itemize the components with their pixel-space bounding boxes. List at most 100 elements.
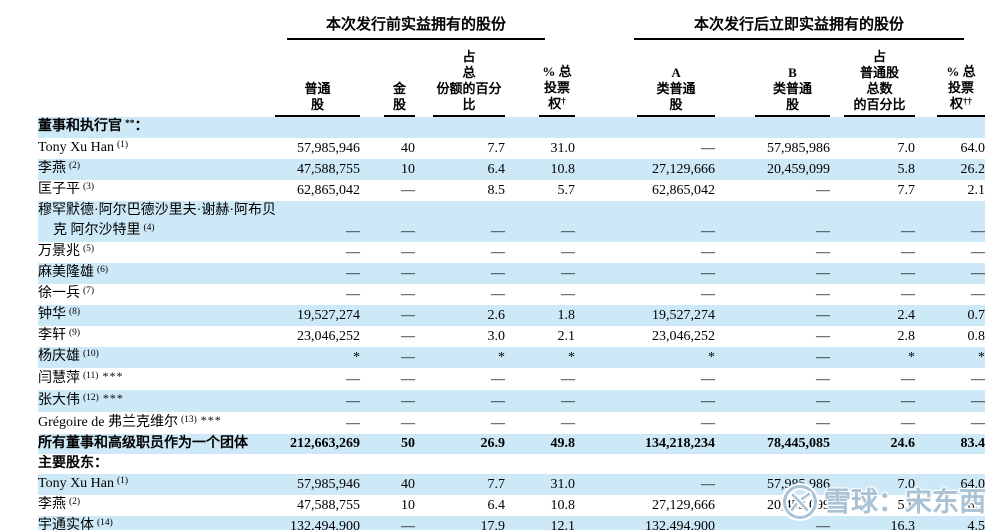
- cell-value: 7.0: [897, 141, 916, 156]
- cell-value: —: [816, 350, 831, 365]
- cell-value: —: [346, 372, 360, 387]
- cell-value: —: [701, 224, 716, 239]
- cell-value: 2.6: [487, 308, 506, 323]
- table-header: 本次发行前实益拥有的股份 本次发行后立即实益拥有的股份 普通股金股占总份额的百分…: [38, 0, 986, 117]
- cell-value: 12.1: [550, 519, 576, 530]
- group-header-after: 本次发行后立即实益拥有的股份: [575, 0, 985, 40]
- cell-value: 132,494,900: [645, 519, 716, 530]
- column-header-5: A 类普通股: [575, 40, 716, 117]
- cell-value: —: [346, 266, 360, 281]
- column-header-row: 普通股金股占总份额的百分比% 总投票 权† A 类普通股 B 类普通股占普通股 总数 的百分比…: [38, 40, 986, 117]
- row-name: 李燕 (2): [38, 497, 81, 512]
- cell-value: —: [901, 266, 916, 281]
- cell-value: 26.2: [960, 498, 986, 513]
- table-row: Tony Xu Han (1) 57,985,946 40 7.7 31.0 — 57,985…: [38, 138, 985, 159]
- cell-value: —: [401, 266, 415, 281]
- cell-value: 78,445,085: [767, 436, 831, 451]
- cell-value: 27,129,666: [652, 162, 716, 177]
- table-row: 麻美隆雄 (6) — — — — — — — —: [38, 263, 986, 284]
- cell-value: 64.0: [960, 477, 986, 492]
- cell-value: 47,588,755: [297, 162, 360, 177]
- cell-value: —: [971, 372, 986, 387]
- cell-value: —: [401, 329, 415, 344]
- cell-value: —: [971, 416, 986, 431]
- row-name: 张大伟 (12) ***: [38, 391, 124, 408]
- cell-value: —: [901, 245, 916, 260]
- cell-value: —: [561, 287, 576, 302]
- cell-value: —: [971, 224, 986, 239]
- cell-value: 49.8: [550, 436, 576, 451]
- row-name: 主要股东：: [38, 456, 108, 471]
- cell-value: —: [346, 416, 360, 431]
- cell-value: 27,129,666: [652, 498, 716, 513]
- cell-value: 2.1: [967, 183, 986, 198]
- table-row: 杨庆雄 (10) * — * * * — * *: [38, 347, 986, 368]
- cell-value: 134,218,234: [645, 436, 716, 451]
- cell-value: 5.8: [897, 498, 916, 513]
- cell-value: —: [401, 416, 415, 431]
- cell-value: 16.3: [890, 519, 916, 530]
- cell-value: —: [561, 245, 576, 260]
- cell-value: —: [701, 266, 716, 281]
- cell-value: —: [561, 394, 576, 409]
- cell-value: 57,985,946: [297, 141, 360, 156]
- table-row: 匡子平 (3) 62,865,042 — 8.5 5.7 62,865,042 — 7.7 2.1: [38, 180, 985, 201]
- row-name: 所有董事和高级职员作为一个团体: [38, 436, 248, 451]
- table-row: 所有董事和高级职员作为一个团体 212,663,269 50 26.9 49.8 134,…: [38, 434, 986, 454]
- cell-value: —: [346, 245, 360, 260]
- cell-value: 62,865,042: [297, 183, 360, 198]
- cell-value: —: [561, 224, 576, 239]
- name-column-spacer: [38, 0, 245, 40]
- cell-value: 83.4: [960, 436, 986, 451]
- cell-value: 1.8: [557, 308, 576, 323]
- cell-value: 0.8: [967, 329, 986, 344]
- cell-value: —: [816, 372, 831, 387]
- cell-value: —: [701, 416, 716, 431]
- table-row: 万景兆 (5) — — — — — — — —: [38, 242, 985, 263]
- table-row: 钟华 (8) 19,527,274 — 2.6 1.8 19,527,274 — 2.4 0.7: [38, 305, 986, 326]
- cell-value: 50: [401, 436, 415, 451]
- cell-value: 31.0: [550, 141, 576, 156]
- watermark-separator: ：: [878, 487, 905, 517]
- cell-value: 10.8: [550, 162, 576, 177]
- cell-value: —: [701, 372, 716, 387]
- cell-value: 3.0: [487, 329, 506, 344]
- cell-value: 0.7: [967, 308, 986, 323]
- cell-value: —: [561, 266, 576, 281]
- cell-value: *: [708, 350, 716, 365]
- cell-value: —: [971, 287, 986, 302]
- cell-value: —: [701, 287, 716, 302]
- column-header-4: % 总投票 权†: [505, 40, 576, 117]
- cell-value: 7.0: [897, 477, 916, 492]
- cell-value: 20,459,099: [767, 162, 831, 177]
- cell-value: —: [971, 266, 986, 281]
- cell-value: —: [346, 224, 360, 239]
- row-name: Tony Xu Han (1): [38, 476, 129, 491]
- cell-value: —: [901, 287, 916, 302]
- cell-value: 7.7: [487, 477, 506, 492]
- table-row: 徐一兵 (7) — — — — — — — —: [38, 284, 985, 305]
- cell-value: —: [701, 245, 716, 260]
- cell-value: —: [816, 245, 831, 260]
- cell-value: —: [816, 329, 831, 344]
- cell-value: 23,046,252: [297, 329, 360, 344]
- cell-value: —: [491, 266, 505, 281]
- cell-value: —: [401, 224, 415, 239]
- cell-value: —: [816, 183, 831, 198]
- row-name: 李轩 (9): [38, 328, 81, 343]
- cell-value: —: [401, 372, 415, 387]
- table-row: Grégoire de 弗兰克维尔 (13) *** — — — — — — — —: [38, 412, 985, 434]
- column-header-6: B 类普通股: [715, 40, 831, 117]
- cell-value: 57,985,986: [767, 141, 831, 156]
- row-name: 李燕 (2): [38, 161, 81, 176]
- column-header-2: 金股: [360, 40, 415, 117]
- cell-value: —: [491, 245, 505, 260]
- cell-value: —: [491, 394, 505, 409]
- row-name: Grégoire de 弗兰克维尔 (13) ***: [38, 413, 222, 430]
- cell-value: 8.5: [487, 183, 506, 198]
- cell-value: 57,985,946: [297, 477, 360, 492]
- cell-value: 17.9: [480, 519, 506, 530]
- table-row: 李燕 (2) 47,588,755 10 6.4 10.8 27,129,666 20,459…: [38, 159, 986, 180]
- cell-value: 31.0: [550, 477, 576, 492]
- cell-value: —: [561, 372, 576, 387]
